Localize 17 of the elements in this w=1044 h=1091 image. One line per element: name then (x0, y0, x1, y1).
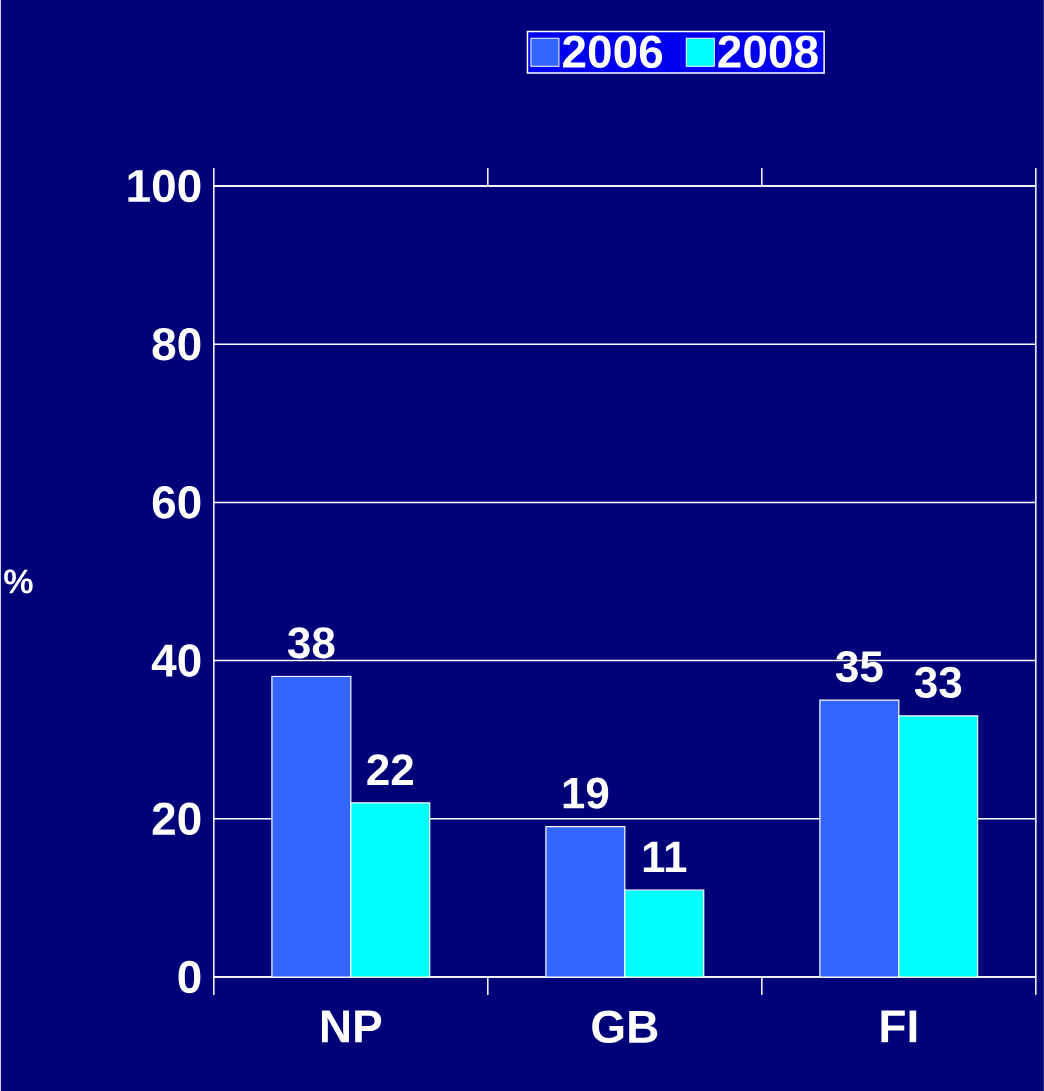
y-tick-label: 80 (152, 327, 201, 361)
x-tick-label: GB (592, 1010, 658, 1044)
y-tick-label: 60 (152, 486, 201, 519)
data-label: 22 (367, 754, 414, 786)
x-tick-label: NP (322, 1010, 382, 1043)
data-label: 19 (563, 777, 609, 809)
legend-label: 2006 (563, 35, 663, 69)
y-tick-label: 20 (152, 802, 201, 836)
y-tick-label: 40 (151, 644, 201, 677)
data-label: 33 (914, 666, 962, 699)
legend-label: 2008 (718, 35, 818, 69)
y-tick-label: 0 (178, 960, 201, 994)
data-label: 38 (287, 627, 335, 659)
y-tick-label: 100 (128, 169, 201, 203)
x-tick-label: FI (881, 1010, 917, 1043)
data-label: 11 (643, 841, 687, 873)
y-axis-title: % (4, 569, 33, 594)
